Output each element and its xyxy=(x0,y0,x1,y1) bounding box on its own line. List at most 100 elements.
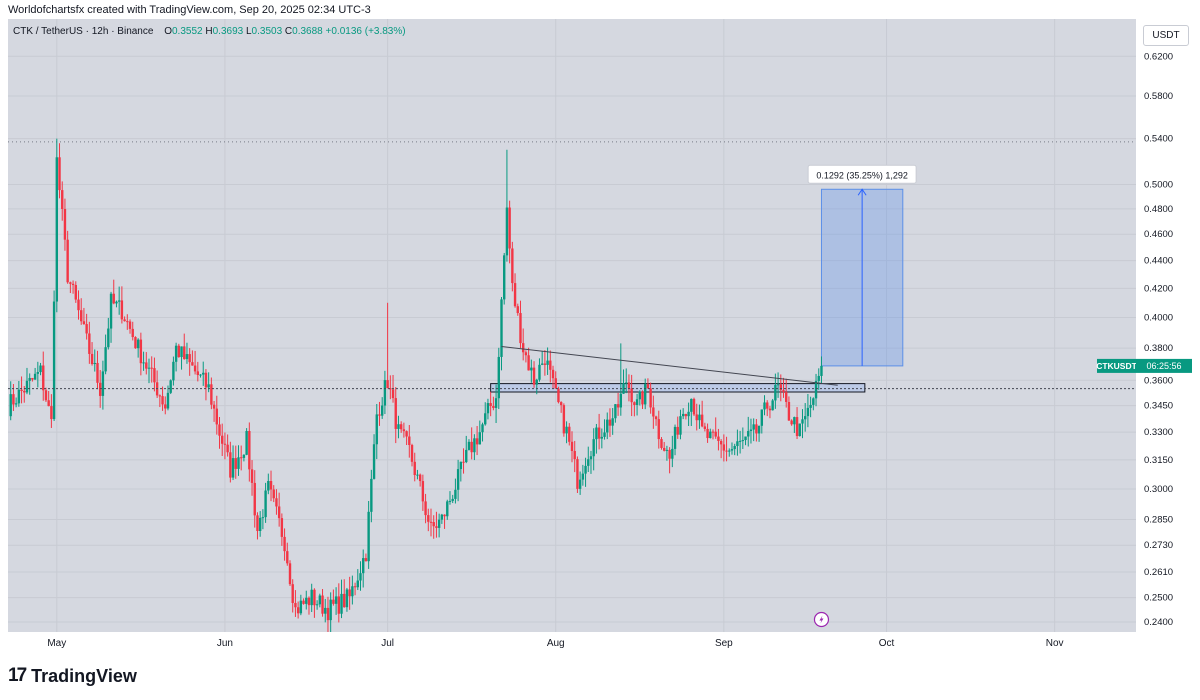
candle-body xyxy=(218,424,221,436)
candle-body xyxy=(505,207,509,256)
candle-body xyxy=(730,449,734,451)
candle-body xyxy=(12,394,15,405)
candle-body xyxy=(673,426,677,449)
candle-body xyxy=(277,506,281,519)
candle-body xyxy=(728,450,731,452)
candle-body xyxy=(489,403,492,407)
candle-body xyxy=(120,300,124,320)
candle-body xyxy=(174,345,178,362)
price-tick-label: 0.3800 xyxy=(1144,343,1173,354)
candle-body xyxy=(101,371,105,396)
candle-body xyxy=(77,299,80,311)
candle-body xyxy=(90,353,94,365)
candle-body xyxy=(798,423,801,437)
candle-body xyxy=(204,372,208,388)
candle-body xyxy=(142,362,145,364)
candle-body xyxy=(725,450,728,452)
symbol-title[interactable]: CTK / TetherUS · 12h · Binance xyxy=(13,26,154,37)
candle-body xyxy=(608,419,612,426)
candle-body xyxy=(592,439,595,457)
candle-body xyxy=(478,432,482,445)
candle-body xyxy=(484,413,487,425)
price-axis-scale[interactable]: 0.6200 0.5800 0.5400 0.5000 0.4800 0.4600 0.44… xyxy=(1136,19,1192,632)
candle-body xyxy=(500,299,503,357)
candle-body xyxy=(684,413,688,417)
chart-plot-area[interactable]: 0.1292 (35.25%) 1,292 CTKUSDT xyxy=(8,19,1138,634)
candle-body xyxy=(709,431,712,439)
candle-body xyxy=(587,459,590,466)
candle-body xyxy=(245,430,248,455)
candle-body xyxy=(668,449,671,459)
candle-body xyxy=(559,402,563,406)
price-chart[interactable]: 0.1292 (35.25%) 1,292 CTKUSDT xyxy=(8,19,1138,634)
candle-body xyxy=(513,283,517,307)
candle-body xyxy=(356,580,359,588)
candle-body xyxy=(432,522,435,527)
close-label: C xyxy=(284,26,293,37)
candle-body xyxy=(85,324,88,334)
candle-body xyxy=(123,319,126,322)
candle-body xyxy=(576,459,579,489)
last-price-countdown: 06:25:56 xyxy=(1136,358,1192,373)
candle-body xyxy=(454,489,457,499)
price-axis[interactable]: 0.6200 0.5800 0.5400 0.5000 0.4800 0.4600 0.44… xyxy=(1136,19,1192,632)
badge-symbol-bg xyxy=(1097,358,1136,373)
candle-body xyxy=(80,310,83,322)
candle-body xyxy=(597,427,601,439)
candle-body xyxy=(256,515,259,531)
candle-body xyxy=(662,447,666,451)
candle-body xyxy=(546,360,549,365)
candle-body xyxy=(351,586,354,597)
candle-body xyxy=(348,589,351,597)
currency-button[interactable]: USDT xyxy=(1143,25,1189,46)
candle-body xyxy=(405,431,408,437)
candle-body xyxy=(492,406,495,408)
lightning-bolt-glyph xyxy=(819,615,824,624)
candle-body xyxy=(9,394,12,417)
candle-body xyxy=(410,445,414,462)
candle-body xyxy=(644,384,647,405)
candle-body xyxy=(28,377,31,381)
candle-body xyxy=(193,365,197,372)
candle-body xyxy=(752,424,755,430)
candle-body xyxy=(540,363,544,365)
candle-body xyxy=(248,430,251,470)
candle-body xyxy=(126,321,129,323)
candle-body xyxy=(345,589,349,608)
candle-body xyxy=(223,443,227,445)
candle-body xyxy=(39,365,42,373)
candle-body xyxy=(600,436,604,439)
low-label: L xyxy=(245,26,252,37)
tradingview-logo[interactable]: 17 TradingView xyxy=(8,665,137,687)
candle-body xyxy=(741,440,745,442)
candle-body xyxy=(416,474,419,476)
candle-body xyxy=(98,382,102,396)
candle-body xyxy=(343,593,346,608)
candle-body xyxy=(109,293,113,329)
time-axis[interactable]: May Jun Jul Aug Sep Oct Nov xyxy=(8,632,1136,654)
candle-body xyxy=(719,440,723,445)
candle-body xyxy=(231,458,235,478)
candle-body xyxy=(809,404,812,408)
candle-body xyxy=(516,306,519,314)
time-axis-scale[interactable]: May Jun Jul Aug Sep Oct Nov xyxy=(8,632,1136,654)
close-value: 0.3688 xyxy=(292,26,323,37)
candle-body xyxy=(33,373,37,380)
candle-body xyxy=(766,402,769,409)
candle-body xyxy=(638,391,641,400)
candle-body xyxy=(134,337,137,349)
candle-body xyxy=(378,414,381,416)
candle-body xyxy=(199,374,202,376)
candle-body xyxy=(166,392,170,409)
candle-body xyxy=(250,469,254,483)
candle-body xyxy=(153,368,156,383)
candle-body xyxy=(42,365,45,391)
candle-body xyxy=(473,438,476,453)
high-value: 0.3693 xyxy=(212,26,244,37)
candle-body xyxy=(641,391,644,405)
candle-body xyxy=(584,465,587,474)
candle-body xyxy=(202,372,205,375)
candle-body xyxy=(467,441,471,450)
candle-body xyxy=(364,558,368,562)
candle-body xyxy=(17,389,21,404)
